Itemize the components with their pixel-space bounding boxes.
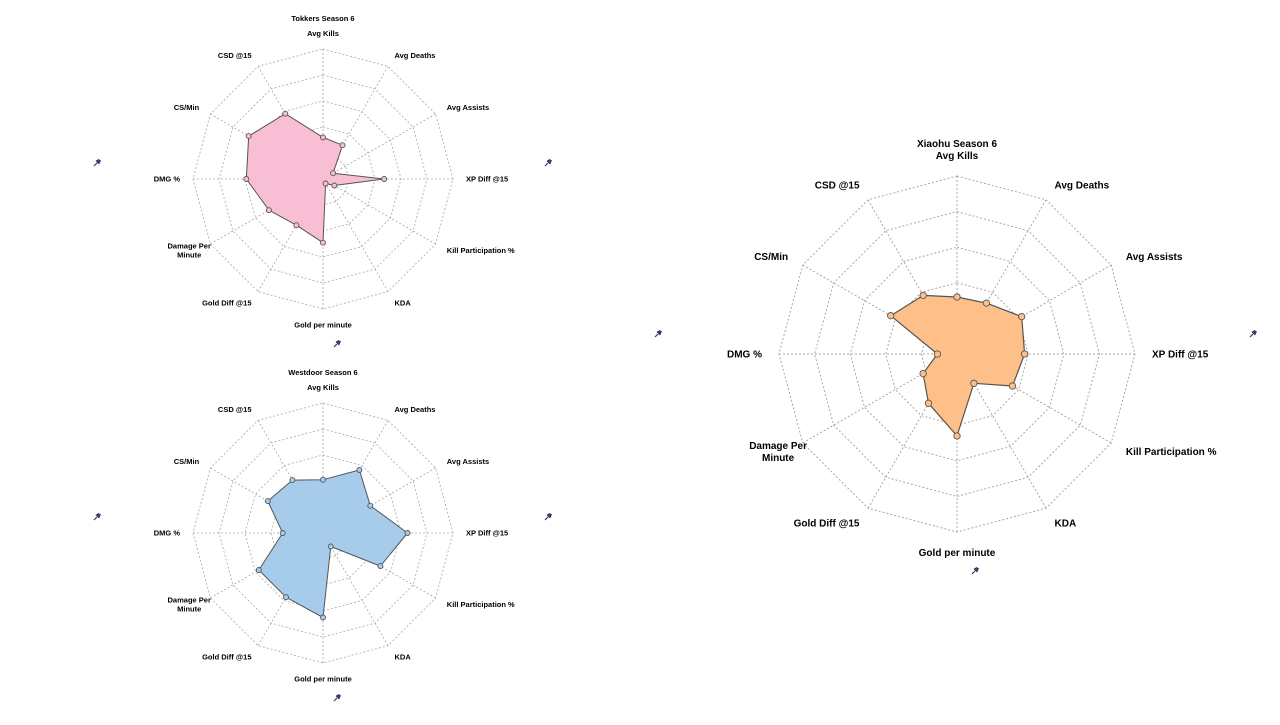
chart-title: Tokkers Season 6 xyxy=(291,14,354,23)
grid-spoke xyxy=(322,532,389,646)
axis-label-gold-diff-15: Gold Diff @15 xyxy=(794,518,860,529)
axis-label-cs-min: CS/Min xyxy=(174,103,200,112)
axis-label-avg-assists: Avg Assists xyxy=(447,103,489,112)
grid-spoke xyxy=(322,178,389,292)
axis-label-csd-15: CSD @15 xyxy=(815,181,860,192)
grid-ring xyxy=(192,402,454,664)
axis-label-kda: KDA xyxy=(1055,518,1077,529)
axis-label-avg-assists: Avg Assists xyxy=(447,457,489,466)
data-point-gold-diff-15 xyxy=(924,399,933,407)
axis-label-avg-kills: Avg Kills xyxy=(307,383,339,392)
axis-label-xp-diff-15: XP Diff @15 xyxy=(1152,350,1209,361)
data-point-avg-deaths xyxy=(356,467,363,473)
data-point-avg-deaths xyxy=(982,299,991,307)
data-point-csd-15 xyxy=(282,110,289,117)
data-point-kda xyxy=(327,543,334,550)
data-point-csd-15 xyxy=(289,477,296,484)
grid-ring xyxy=(192,48,454,310)
data-point-xp-diff-15 xyxy=(381,176,388,182)
data-point-avg-assists xyxy=(367,502,374,509)
data-point-cs-min xyxy=(887,312,895,320)
axis-label-avg-kills: Avg Kills xyxy=(307,29,339,38)
data-point-dmg xyxy=(279,530,286,536)
axis-label-dmg: DMG % xyxy=(154,175,181,184)
series-area xyxy=(258,469,408,618)
data-point-kda xyxy=(322,180,329,187)
series-area xyxy=(245,113,385,244)
data-point-damage-per-minute xyxy=(266,207,272,214)
axis-label-kill-participation: Kill Participation % xyxy=(447,246,515,255)
grid-ring xyxy=(849,246,1065,462)
grid-spoke xyxy=(322,113,436,180)
data-point-avg-kills xyxy=(320,476,326,483)
data-point-xp-diff-15 xyxy=(404,530,411,536)
axis-label-damage-per-minute: Damage Per Minute xyxy=(168,242,211,260)
axis-label-gold-diff-15: Gold Diff @15 xyxy=(202,299,251,308)
axis-label-avg-assists: Avg Assists xyxy=(1126,252,1183,263)
axis-label-cs-min: CS/Min xyxy=(754,252,788,263)
axis-label-gold-per-minute: Gold per minute xyxy=(919,548,996,559)
grid-spoke xyxy=(322,178,436,245)
data-point-gold-per-minute xyxy=(320,614,326,621)
axis-label-dmg: DMG % xyxy=(727,350,762,361)
data-point-kill-participation xyxy=(377,563,384,570)
axis-label-kda: KDA xyxy=(395,299,412,308)
grid-ring xyxy=(814,211,1100,497)
axis-label-avg-kills: Avg Kills xyxy=(936,151,979,162)
axis-label-avg-deaths: Avg Deaths xyxy=(395,51,436,60)
axis-label-kill-participation: Kill Participation % xyxy=(447,600,515,609)
data-point-dmg xyxy=(243,176,250,182)
data-point-dmg xyxy=(933,350,942,358)
data-point-cs-min xyxy=(264,498,271,505)
axis-label-gold-per-minute: Gold per minute xyxy=(294,674,352,683)
radar-chart-1: Avg Kills Avg Deaths Avg Assists XP Diff @1… xyxy=(154,14,515,329)
axis-label-avg-deaths: Avg Deaths xyxy=(1055,181,1110,192)
axis-label-dmg: DMG % xyxy=(154,529,181,538)
data-point-avg-kills xyxy=(953,293,961,301)
radar-chart-2: Avg Kills Avg Deaths Avg Assists XP Diff @1… xyxy=(154,368,515,683)
data-point-gold-diff-15 xyxy=(283,594,289,601)
data-point-damage-per-minute xyxy=(919,369,927,378)
data-point-gold-per-minute xyxy=(320,239,326,246)
data-point-kill-participation xyxy=(331,182,338,189)
axis-label-gold-diff-15: Gold Diff @15 xyxy=(202,653,251,662)
axis-label-xp-diff-15: XP Diff @15 xyxy=(466,175,508,184)
axis-label-kill-participation: Kill Participation % xyxy=(1126,447,1217,458)
axis-label-avg-deaths: Avg Deaths xyxy=(395,405,436,414)
series-area xyxy=(890,294,1026,437)
data-point-kda xyxy=(970,379,978,387)
data-point-avg-kills xyxy=(320,134,326,141)
chart-title: Westdoor Season 6 xyxy=(288,368,357,377)
data-point-cs-min xyxy=(245,133,252,140)
axis-label-xp-diff-15: XP Diff @15 xyxy=(466,529,508,538)
axis-label-cs-min: CS/Min xyxy=(174,457,200,466)
data-point-xp-diff-15 xyxy=(1020,350,1029,358)
axis-label-kda: KDA xyxy=(395,653,412,662)
axis-label-damage-per-minute: Damage Per Minute xyxy=(168,596,211,614)
data-point-gold-per-minute xyxy=(953,432,961,440)
data-point-gold-diff-15 xyxy=(293,222,300,229)
radar-chart-3: Avg Kills Avg Deaths Avg Assists XP Diff @1… xyxy=(727,139,1217,559)
axis-label-csd-15: CSD @15 xyxy=(218,51,252,60)
axis-label-csd-15: CSD @15 xyxy=(218,405,252,414)
axis-label-gold-per-minute: Gold per minute xyxy=(294,320,352,329)
data-point-csd-15 xyxy=(919,291,927,300)
chart-title: Xiaohu Season 6 xyxy=(917,139,997,150)
axis-label-damage-per-minute: Damage Per Minute xyxy=(749,441,807,464)
data-point-avg-assists xyxy=(1018,312,1026,321)
data-point-avg-deaths xyxy=(339,142,346,149)
data-point-kill-participation xyxy=(1008,382,1017,390)
data-point-damage-per-minute xyxy=(255,567,262,573)
data-point-avg-assists xyxy=(330,170,337,177)
